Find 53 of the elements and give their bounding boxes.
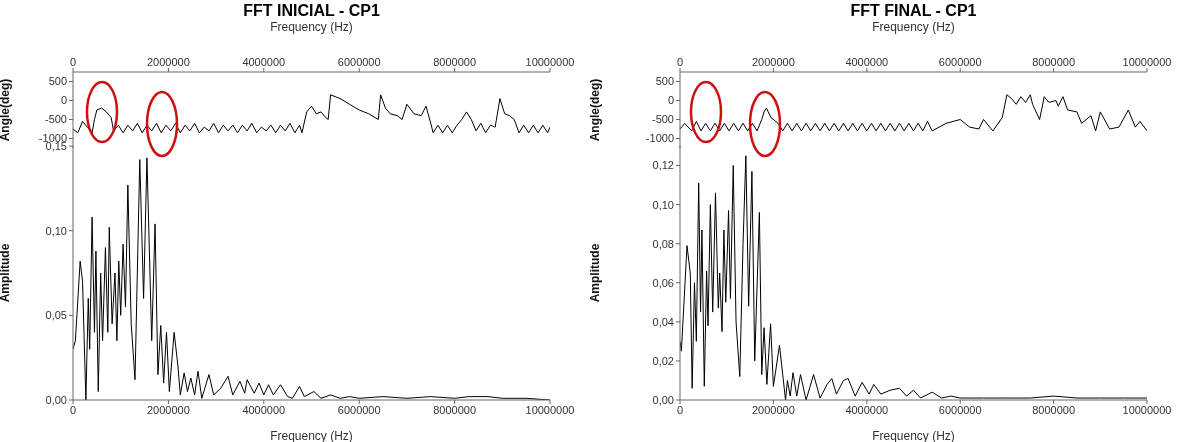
x-tick-label: 6000000 — [938, 403, 982, 416]
x-tick-label: 2000000 — [751, 403, 795, 416]
x-tick-label: 10000000 — [525, 56, 575, 68]
y-tick-label: 0 — [667, 94, 674, 107]
x-tick-label: 6000000 — [337, 56, 381, 68]
x-tick-label: 8000000 — [1032, 403, 1076, 416]
x-tick-label: 8000000 — [1032, 56, 1076, 68]
x-tick-label: 0 — [69, 403, 77, 416]
y-axis-title: Angle(deg) — [588, 78, 603, 142]
x-tick-label: 10000000 — [525, 403, 575, 416]
x-tick-label: 10000000 — [1122, 56, 1172, 68]
y-axis-title: Amplitude — [0, 243, 13, 303]
x-tick-label: 8000000 — [433, 403, 477, 416]
x-axis-title: Frequency (Hz) — [872, 429, 955, 442]
x-tick-label: 2000000 — [146, 403, 190, 416]
x-axis-title: Frequency (Hz) — [270, 19, 353, 34]
y-axis-title: Amplitude — [588, 243, 603, 303]
y-tick-label: 0,00 — [652, 393, 674, 406]
x-tick-label: 2000000 — [751, 56, 795, 68]
y-axis-title: Angle(deg) — [0, 78, 13, 142]
y-tick-label: 0,02 — [652, 354, 674, 367]
y-tick-label: -500 — [651, 113, 674, 126]
y-tick-label: 0,12 — [652, 159, 674, 172]
x-tick-label: 0 — [69, 56, 77, 68]
y-tick-label: 0,05 — [45, 309, 67, 322]
line-series — [680, 94, 1147, 132]
y-tick-label: 500 — [655, 75, 674, 88]
y-tick-label: 0,06 — [652, 276, 674, 289]
x-tick-label: 0 — [676, 403, 684, 416]
chart-title: FFT INICIAL - CP1 — [242, 2, 381, 20]
y-tick-label: 500 — [48, 75, 67, 88]
x-tick-label: 6000000 — [337, 403, 381, 416]
y-tick-label: 0,08 — [652, 237, 674, 250]
x-tick-label: 4000000 — [242, 403, 286, 416]
chart-title: FFT FINAL - CP1 — [849, 2, 978, 20]
x-tick-label: 4000000 — [242, 56, 286, 68]
y-tick-label: 0,00 — [45, 393, 67, 406]
y-tick-label: 0 — [60, 94, 67, 107]
y-tick-label: 0,10 — [45, 224, 67, 237]
y-tick-label: -500 — [44, 113, 67, 126]
y-tick-label: 0,10 — [652, 198, 674, 211]
line-series — [73, 94, 550, 134]
x-axis-title: Frequency (Hz) — [270, 429, 353, 442]
x-tick-label: 8000000 — [433, 56, 477, 68]
x-axis-title: Frequency (Hz) — [872, 19, 955, 34]
x-tick-label: 4000000 — [845, 56, 889, 68]
x-tick-label: 10000000 — [1122, 403, 1172, 416]
y-tick-label: -1000 — [645, 132, 674, 145]
x-tick-label: 0 — [676, 56, 684, 68]
y-tick-label: 0,04 — [652, 315, 674, 328]
x-tick-label: 4000000 — [845, 403, 889, 416]
x-tick-label: 6000000 — [938, 56, 982, 68]
x-tick-label: 2000000 — [146, 56, 190, 68]
